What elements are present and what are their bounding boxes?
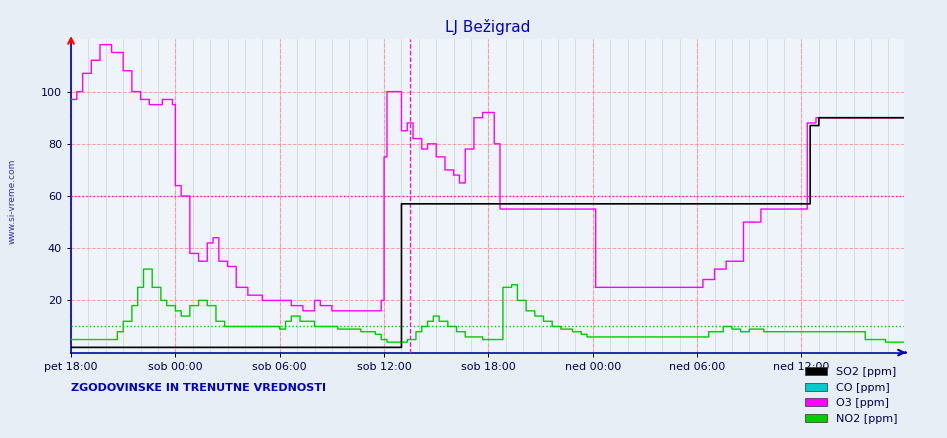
Title: LJ Bežigrad: LJ Bežigrad <box>445 19 530 35</box>
Legend: SO2 [ppm], CO [ppm], O3 [ppm], NO2 [ppm]: SO2 [ppm], CO [ppm], O3 [ppm], NO2 [ppm] <box>800 363 902 428</box>
Text: ZGODOVINSKE IN TRENUTNE VREDNOSTI: ZGODOVINSKE IN TRENUTNE VREDNOSTI <box>71 383 326 392</box>
Text: www.si-vreme.com: www.si-vreme.com <box>8 159 17 244</box>
